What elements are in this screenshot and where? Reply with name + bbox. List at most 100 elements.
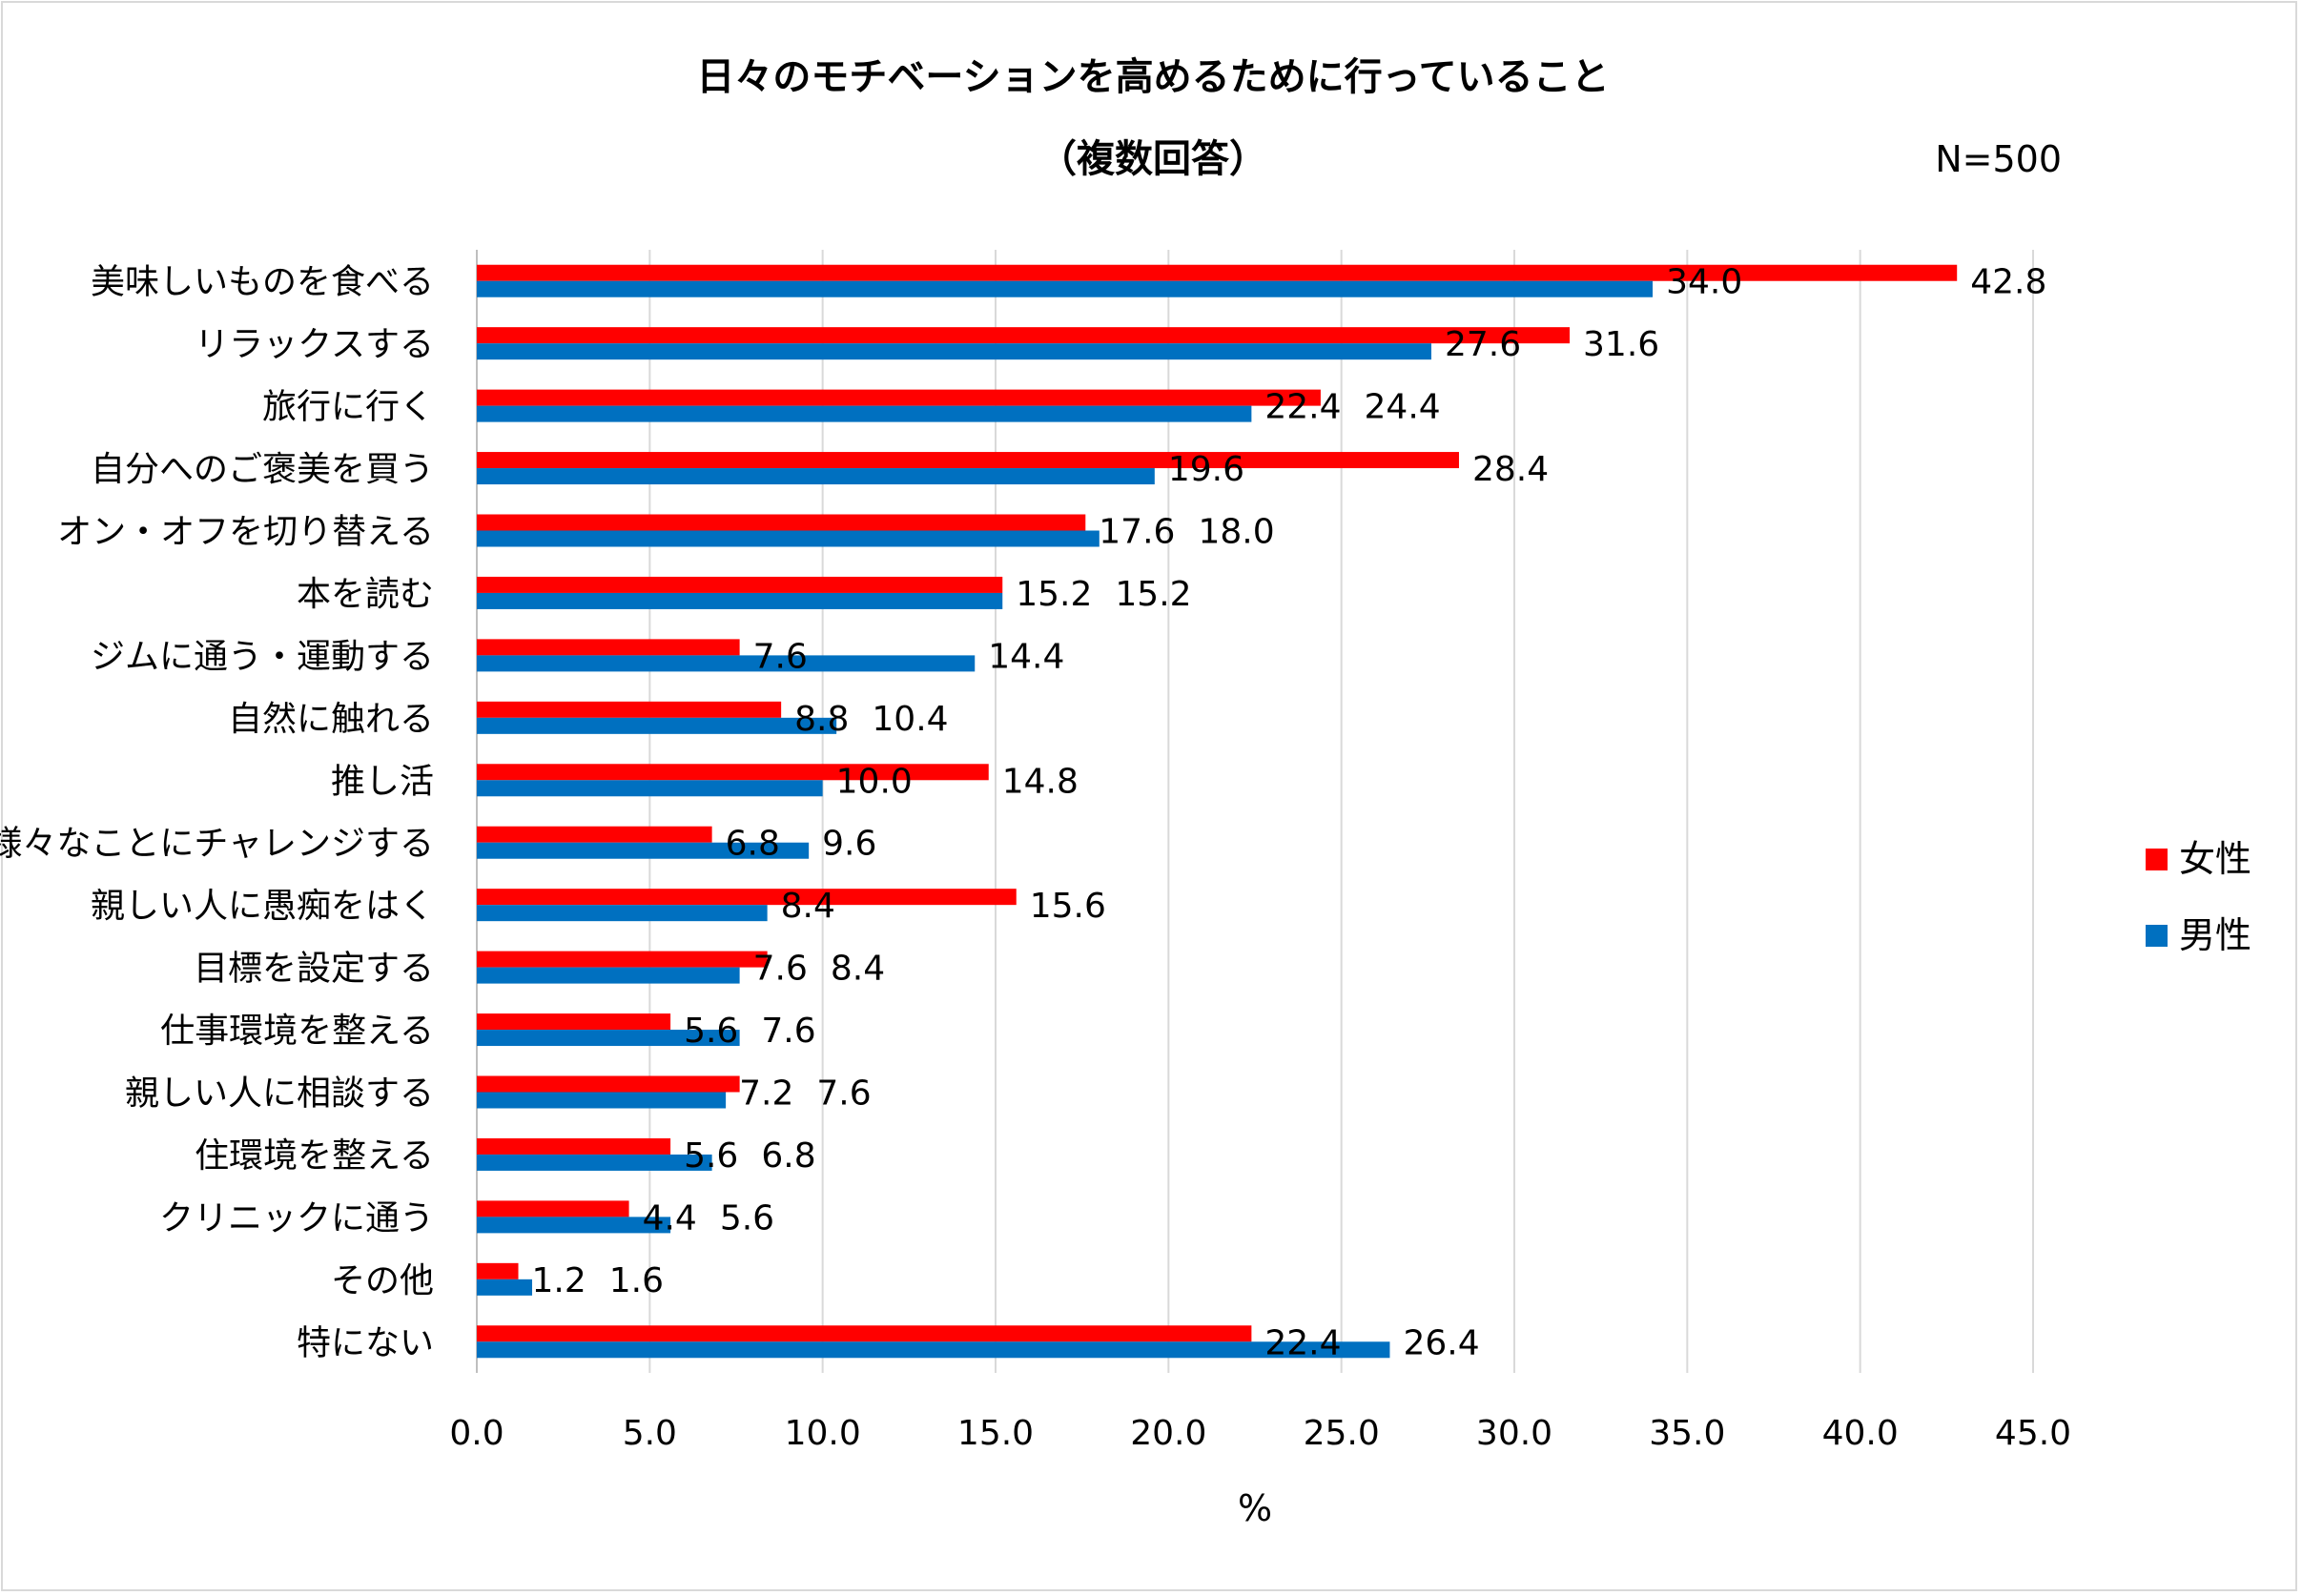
category-label: リラックスする: [195, 325, 434, 364]
bar-female: [477, 701, 782, 718]
bar-male: [477, 967, 740, 984]
bar-male: [477, 405, 1252, 422]
data-label-male: 8.4: [781, 887, 835, 926]
bar-female: [477, 1137, 671, 1155]
bar-female: [477, 764, 989, 781]
x-tick-label: 30.0: [1476, 1414, 1552, 1453]
category-label: 推し活: [331, 762, 434, 801]
data-label-female: 1.2: [532, 1261, 586, 1300]
x-tick-label: 15.0: [957, 1414, 1034, 1453]
category-label: クリニックに通う: [159, 1198, 434, 1238]
bar-male: [477, 468, 1155, 485]
data-label-male: 9.6: [822, 825, 876, 864]
data-label-male: 7.6: [753, 950, 808, 989]
data-label-female: 42.8: [1970, 263, 2046, 302]
x-tick-label: 5.0: [623, 1414, 677, 1453]
bar-male: [477, 842, 810, 859]
category-label: 仕事環境を整える: [160, 1012, 434, 1051]
data-label-male: 5.6: [720, 1198, 774, 1238]
bar-female: [477, 1013, 671, 1031]
category-label: 自分へのご褒美を買う: [91, 450, 434, 489]
data-label-male: 34.0: [1666, 263, 1742, 302]
data-label-male: 18.0: [1198, 513, 1274, 552]
data-label-male: 26.4: [1403, 1323, 1479, 1362]
category-label: 目標を設定する: [194, 950, 434, 989]
category-label: 親しい人に相談する: [125, 1074, 434, 1114]
data-label-male: 10.4: [872, 700, 948, 739]
data-label-male: 19.6: [1168, 450, 1244, 489]
data-label-male: 15.2: [1115, 575, 1191, 614]
x-tick-label: 35.0: [1649, 1414, 1725, 1453]
x-tick-label: 10.0: [785, 1414, 861, 1453]
legend-label: 女性: [2179, 838, 2251, 880]
data-label-female: 15.6: [1030, 887, 1106, 926]
data-label-female: 31.6: [1583, 325, 1659, 364]
bar-male: [477, 1154, 712, 1171]
legend-label: 男性: [2179, 914, 2251, 956]
data-label-female: 7.6: [816, 1074, 871, 1114]
bar-female: [477, 514, 1086, 531]
data-label-male: 6.8: [761, 1136, 815, 1176]
data-label-female: 7.6: [753, 637, 808, 676]
bar-female: [477, 576, 1003, 593]
x-tick-label: 0.0: [449, 1414, 504, 1453]
bar-male: [477, 1092, 727, 1109]
data-label-male: 22.4: [1264, 388, 1341, 427]
bar-female: [477, 1200, 629, 1217]
data-label-male: 7.2: [739, 1074, 793, 1114]
legend-swatch: [2146, 925, 2168, 947]
chart-title: 日々のモチベーションを高めるために行っていること: [696, 55, 1609, 99]
chart-subtitle: （複数回答）: [1038, 137, 1267, 181]
x-axis-label: %: [1238, 1487, 1272, 1529]
bar-male: [477, 343, 1431, 360]
data-label-male: 27.6: [1445, 325, 1521, 364]
data-label-female: 15.2: [1016, 575, 1092, 614]
x-tick-label: 40.0: [1822, 1414, 1899, 1453]
data-label-female: 14.8: [1002, 762, 1079, 801]
category-label: 本を読む: [297, 575, 434, 614]
bar-male: [477, 655, 976, 672]
bar-male: [477, 1341, 1390, 1359]
category-label: 住環境を整える: [195, 1136, 434, 1176]
x-tick-label: 25.0: [1304, 1414, 1380, 1453]
data-label-female: 24.4: [1365, 388, 1441, 427]
bar-male: [477, 1217, 671, 1234]
bar-female: [477, 1262, 519, 1279]
category-label: 親しい人に愚痴をはく: [91, 887, 434, 926]
data-label-female: 28.4: [1472, 450, 1549, 489]
bar-female: [477, 1075, 740, 1093]
bar-male: [477, 717, 837, 734]
bar-male: [477, 780, 823, 797]
bar-male: [477, 592, 1003, 609]
category-label: 美味しいものを食べる: [91, 263, 434, 302]
data-label-male: 10.0: [836, 762, 913, 801]
bar-male: [477, 280, 1654, 297]
x-tick-label: 20.0: [1130, 1414, 1206, 1453]
bar-female: [477, 264, 1958, 281]
data-label-female: 5.6: [684, 1136, 738, 1176]
category-label: ジムに通う・運動する: [91, 637, 434, 676]
bar-female: [477, 639, 740, 656]
data-label-male: 1.6: [609, 1261, 664, 1300]
data-label-female: 5.6: [684, 1012, 738, 1051]
legend-swatch: [2146, 849, 2168, 870]
bar-female: [477, 452, 1459, 469]
bar-female: [477, 327, 1571, 344]
data-label-female: 8.8: [794, 700, 849, 739]
category-label: その他: [331, 1261, 434, 1300]
data-label-female: 8.4: [831, 950, 885, 989]
data-label-female: 17.6: [1099, 513, 1175, 552]
bar-male: [477, 1030, 740, 1047]
bar-female: [477, 889, 1017, 906]
data-label-female: 6.8: [726, 825, 780, 864]
bar-male: [477, 905, 768, 922]
category-label: 様々なことにチャレンジする: [0, 825, 434, 864]
category-label: オン・オフを切り替える: [57, 513, 434, 552]
bar-female: [477, 1325, 1252, 1342]
data-label-female: 4.4: [643, 1198, 697, 1238]
bar-female: [477, 951, 768, 968]
bar-male: [477, 530, 1100, 547]
data-label-male: 14.4: [988, 637, 1064, 676]
data-label-male: 7.6: [761, 1012, 815, 1051]
